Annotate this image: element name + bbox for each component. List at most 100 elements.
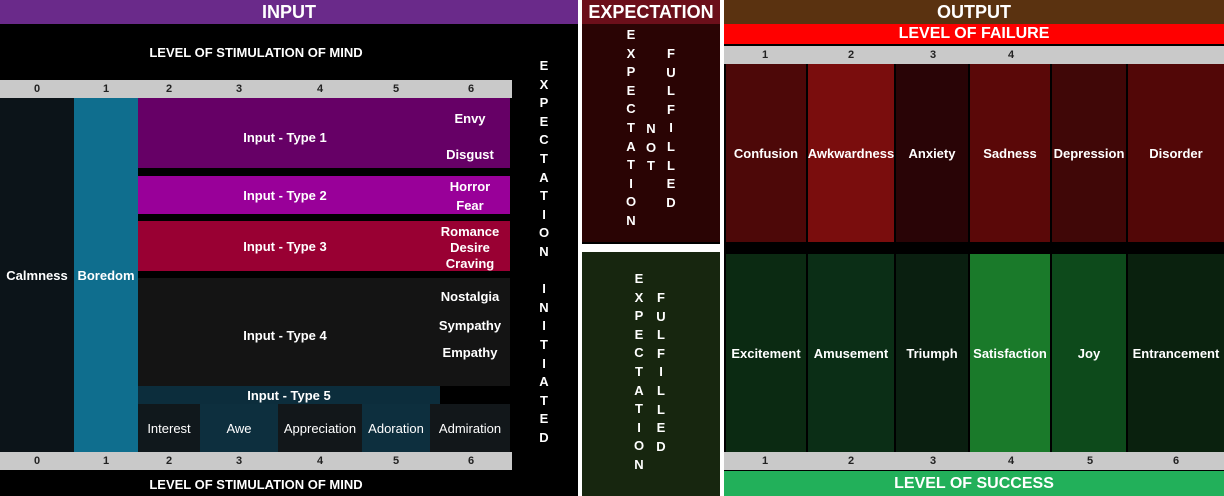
vertical-letter: A <box>539 169 549 185</box>
level-number: 1 <box>102 83 110 95</box>
emotion-appreciation: Appreciation <box>278 404 362 452</box>
level-number: 5 <box>392 83 400 95</box>
vertical-letter: X <box>626 45 636 61</box>
success-level-label: LEVEL OF SUCCESS <box>894 474 1054 492</box>
input-type-5-row: Interest Awe Appreciation Adoration Admi… <box>138 404 510 452</box>
input-type-4-band: Input - Type 4 Nostalgia Sympathy Empath… <box>138 278 510 386</box>
input-header: INPUT <box>0 0 578 24</box>
failure-level-number: 1 <box>761 49 769 61</box>
success-level-number: 2 <box>847 455 855 467</box>
vertical-letter: L <box>657 327 665 343</box>
vertical-letter: P <box>634 308 644 324</box>
vertical-letter: L <box>667 138 675 154</box>
success-level-number: 4 <box>1007 455 1015 467</box>
input-type-3-band: Input - Type 3 Romance Desire Craving <box>138 221 510 271</box>
vertical-letter: A <box>539 374 549 390</box>
vertical-letter: L <box>657 382 665 398</box>
level-number: 4 <box>316 83 324 95</box>
stimulation-label-top: LEVEL OF STIMULATION OF MIND <box>0 40 512 64</box>
input-type-5-label: Input - Type 5 <box>138 386 440 404</box>
emotion-desire: Desire <box>450 239 490 255</box>
emotion-craving: Craving <box>445 255 495 271</box>
vertical-letter: L <box>667 157 675 173</box>
vertical-letter: E <box>539 411 549 427</box>
vertical-letter: E <box>666 176 676 192</box>
emotion-empathy: Empathy <box>442 344 498 360</box>
vertical-letter: P <box>539 95 549 111</box>
vertical-letter: I <box>659 364 663 380</box>
output-header: OUTPUT <box>724 0 1224 24</box>
level-number: 6 <box>467 83 475 95</box>
level-number: 3 <box>235 455 243 467</box>
vertical-letter: T <box>647 158 655 174</box>
emotion-interest: Interest <box>138 404 200 452</box>
vertical-letter: N <box>539 243 549 259</box>
vertical-letter: E <box>626 82 636 98</box>
calmness-label: Calmness <box>6 267 68 283</box>
level-number: 1 <box>102 455 110 467</box>
success-level-number: 5 <box>1086 455 1094 467</box>
vertical-letter: C <box>626 101 636 117</box>
emotion-horror: Horror <box>449 178 491 194</box>
vertical-letter: F <box>667 101 675 117</box>
success-level-number: 6 <box>1172 455 1180 467</box>
emotion-envy: Envy <box>454 110 486 126</box>
expectation-title: EXPECTATION <box>588 1 714 22</box>
success-level-number: 3 <box>929 455 937 467</box>
vertical-letter: F <box>667 46 675 61</box>
output-title: OUTPUT <box>937 1 1011 22</box>
divider-expectation-output <box>720 0 724 496</box>
vertical-letter: I <box>542 206 546 222</box>
expectation-header: EXPECTATION <box>582 0 720 24</box>
emotion-adoration: Adoration <box>362 404 430 452</box>
success-level-number: 1 <box>761 455 769 467</box>
vertical-letter: U <box>656 308 666 324</box>
failure-emotion-anxiety: Anxiety <box>896 64 968 242</box>
vertical-letter: I <box>669 120 673 136</box>
success-emotion-joy: Joy <box>1052 254 1126 452</box>
vertical-letter: T <box>635 401 643 417</box>
vertical-letter: T <box>627 119 635 135</box>
vertical-letter: E <box>539 58 549 73</box>
input-type-2-band: Input - Type 2 Horror Fear <box>138 176 510 214</box>
failure-level-bar: LEVEL OF FAILURE <box>724 24 1224 44</box>
input-type-4-label: Input - Type 4 <box>243 327 327 343</box>
vertical-letter: N <box>634 456 644 472</box>
vertical-letter: D <box>539 429 549 445</box>
emotion-romance: Romance <box>440 223 500 239</box>
level-number: 2 <box>165 455 173 467</box>
failure-level-number: 4 <box>1007 49 1015 61</box>
input-title: INPUT <box>262 1 316 22</box>
emotion-nostalgia: Nostalgia <box>440 288 500 304</box>
emotion-awe: Awe <box>200 404 278 452</box>
vertical-letter: T <box>635 363 643 379</box>
vertical-letter: L <box>667 83 675 99</box>
emotion-disgust: Disgust <box>446 146 494 162</box>
failure-level-label: LEVEL OF FAILURE <box>898 25 1050 42</box>
success-emotion-excitement: Excitement <box>726 254 806 452</box>
vertical-letter: O <box>633 438 645 454</box>
vertical-letter: L <box>657 401 665 417</box>
failure-level-number: 3 <box>929 49 937 61</box>
input-type-3-label: Input - Type 3 <box>243 238 327 254</box>
vertical-letter: E <box>539 113 549 129</box>
vertical-letter: I <box>637 419 641 435</box>
boredom-column: Boredom <box>74 98 138 452</box>
vertical-letter: N <box>626 212 636 228</box>
vertical-letter: C <box>539 132 549 148</box>
level-number: 2 <box>165 83 173 95</box>
vertical-letter: X <box>634 289 644 305</box>
vertical-letter: E <box>634 271 644 286</box>
vertical-letter: P <box>626 64 636 80</box>
level-number: 3 <box>235 83 243 95</box>
vertical-letter: I <box>542 281 546 297</box>
failure-emotion-confusion: Confusion <box>726 64 806 242</box>
vertical-letter: N <box>539 299 549 315</box>
vertical-letter: O <box>538 225 550 241</box>
